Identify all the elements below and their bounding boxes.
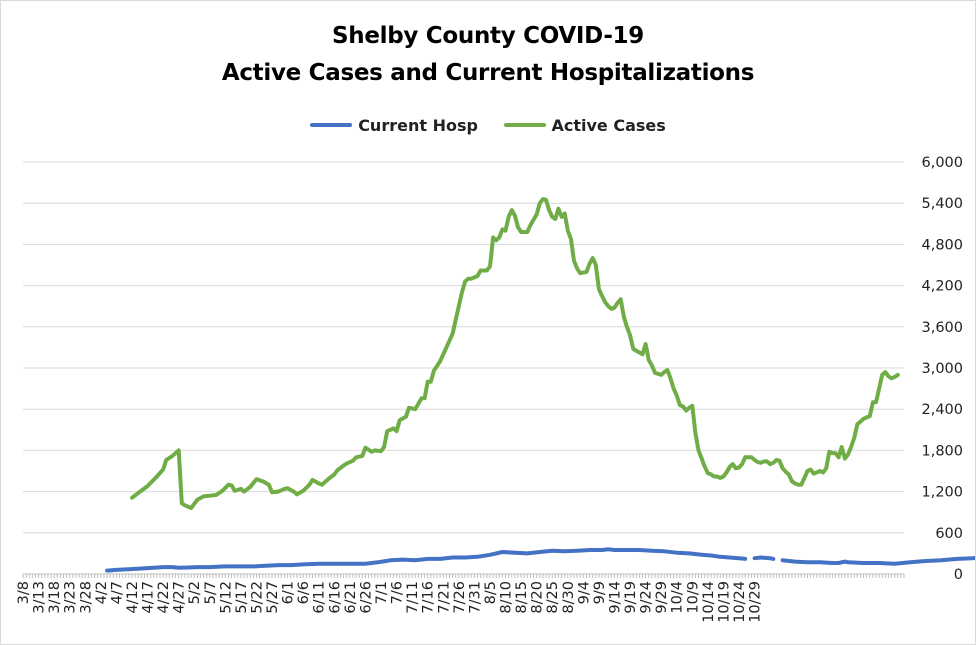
y-tick-label: 4,200 [921,279,963,295]
x-tick-label: 4/17 [141,581,157,614]
chart-title: Shelby County COVID-19 [332,23,644,49]
y-tick-label: 5,400 [921,196,963,212]
y-tick-label: 0 [954,567,963,583]
x-tick-label: 5/27 [265,581,281,614]
y-tick-label: 4,800 [921,237,963,253]
y-tick-label: 6,000 [921,155,963,171]
legend-label-current-hosp: Current Hosp [358,115,478,135]
x-tick-label: 10/4 [670,581,686,614]
x-tick-label: 9/4 [576,581,592,604]
x-tick-label: 9/9 [592,581,608,604]
x-tick-label: 7/31 [467,581,483,614]
legend-item-active-cases: Active Cases [503,115,666,135]
x-tick-label: 5/17 [234,581,250,614]
legend-item-current-hosp: Current Hosp [310,116,478,135]
x-tick-label: 4/27 [172,581,188,614]
x-tick-label: 7/6 [390,581,406,604]
x-tick-label: 7/21 [436,581,452,614]
x-tick-label: 9/24 [639,581,655,614]
x-tick-label: 3/23 [63,581,79,614]
series-line-current-hosp [752,555,776,561]
x-tick-label: 4/2 [94,581,110,604]
x-tick-label: 3/28 [78,581,94,614]
x-tick-label: 8/15 [514,581,530,614]
x-tick-label: 3/8 [16,581,32,604]
x-tick-label: 10/24 [732,581,748,623]
x-tick-label: 7/26 [452,581,468,614]
x-tick-label: 9/14 [607,581,623,614]
x-tick-label: 5/7 [203,581,219,604]
x-tick-label: 8/20 [530,581,546,614]
x-tick-label: 6/11 [312,581,328,614]
y-tick-label: 3,600 [921,320,963,336]
x-tick-label: 10/29 [748,581,764,623]
x-tick-label: 6/21 [343,581,359,614]
legend-label-active-cases: Active Cases [551,115,666,135]
series-line-active-cases [130,197,900,511]
x-tick-label: 3/18 [47,581,63,614]
x-tick-label: 5/2 [187,581,203,604]
y-tick-label: 1,200 [921,485,963,501]
series-line-current-hosp [780,555,975,566]
chart-subtitle: Active Cases and Current Hospitalization… [221,60,755,86]
x-tick-label: 10/14 [701,581,717,623]
x-tick-label: 7/16 [421,581,437,614]
x-tick-label: 6/1 [281,581,297,604]
x-tick-label: 10/9 [685,581,701,614]
x-tick-label: 4/12 [125,581,141,614]
legend: Current Hosp Active Cases [1,112,975,135]
x-tick-label: 8/30 [561,581,577,614]
x-tick-label: 8/10 [499,581,515,614]
x-tick-label: 10/19 [716,581,732,623]
series-line-current-hosp [105,547,748,573]
y-tick-label: 3,000 [921,361,963,377]
x-tick-label: 6/6 [296,581,312,604]
x-tick-label: 8/5 [483,581,499,604]
x-tick-label: 4/22 [156,581,172,614]
x-tick-label: 3/13 [32,581,48,614]
x-tick-label: 7/11 [405,581,421,614]
x-tick-label: 9/29 [654,581,670,614]
x-tick-label: 9/19 [623,581,639,614]
x-tick-label: 6/16 [327,581,343,614]
legend-swatch-current-hosp [310,123,353,127]
y-tick-label: 600 [935,526,963,542]
x-tick-label: 6/26 [358,581,374,614]
legend-swatch-active-cases [503,123,546,127]
x-tick-label: 5/12 [218,581,234,614]
x-tick-label: 5/22 [249,581,265,614]
x-tick-label: 4/7 [109,581,125,604]
x-tick-label: 7/1 [374,581,390,604]
y-tick-label: 1,800 [921,443,963,459]
x-tick-label: 8/25 [545,581,561,614]
y-tick-label: 2,400 [921,402,963,418]
